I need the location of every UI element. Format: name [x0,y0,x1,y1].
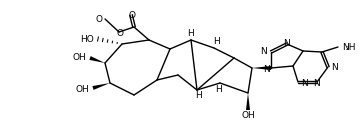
Polygon shape [89,56,105,63]
Text: O: O [95,15,102,24]
Text: N: N [313,79,320,89]
Text: N: N [260,48,267,56]
Text: HO: HO [80,35,94,45]
Text: H: H [195,92,202,101]
Text: N: N [301,79,308,89]
Polygon shape [246,93,250,110]
Text: O: O [117,28,123,38]
Text: OH: OH [72,54,86,62]
Text: 2: 2 [346,46,349,51]
Text: N: N [283,38,290,48]
Text: H: H [212,38,219,46]
Polygon shape [92,83,110,90]
Polygon shape [252,66,271,70]
Text: O: O [129,12,135,21]
Text: OH: OH [241,111,255,119]
Text: NH: NH [342,42,355,52]
Text: OH: OH [75,85,89,95]
Text: N: N [331,62,338,72]
Text: H: H [215,85,222,93]
Text: H: H [188,29,194,38]
Text: N: N [263,65,270,73]
